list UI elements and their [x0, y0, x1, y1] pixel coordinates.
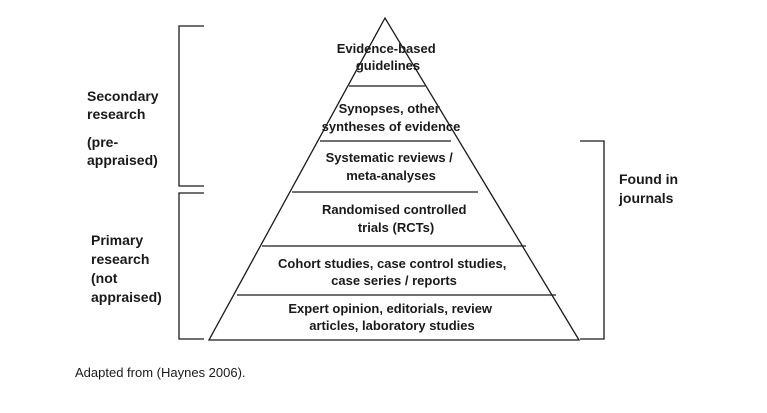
primary-line-4: appraised): [91, 289, 162, 305]
tier-4-label: Randomised controlled trials (RCTs): [322, 202, 470, 235]
source-caption: Adapted from (Haynes 2006).: [75, 365, 246, 380]
tier-2-label: Synopses, other syntheses of evidence: [322, 101, 461, 134]
tier-6-line-1: Expert opinion, editorials, review: [288, 301, 493, 316]
secondary-line-5: appraised): [87, 152, 158, 168]
secondary-research-label: Secondary research (pre- appraised): [87, 88, 162, 168]
secondary-research-bracket: [178, 25, 204, 187]
tier-1-line-1: Evidence-based: [337, 41, 436, 56]
primary-line-3: (not: [91, 270, 118, 286]
primary-research-label: Primary research (not appraised): [91, 232, 162, 305]
found-in-journals-bracket: [580, 140, 605, 340]
tier-1-line-2: guidelines: [356, 58, 420, 73]
tier-5-label: Cohort studies, case control studies, ca…: [278, 256, 510, 288]
tier-4-line-2: trials (RCTs): [358, 220, 434, 235]
pyramid-outline: [207, 16, 581, 341]
primary-research-bracket: [178, 192, 204, 340]
tier-2-line-2: syntheses of evidence: [322, 119, 461, 134]
secondary-line-4: (pre-: [87, 134, 118, 150]
tier-3-line-1: Systematic reviews /: [326, 150, 454, 165]
tier-1-label: Evidence-based guidelines: [337, 41, 440, 73]
tier-4-line-1: Randomised controlled: [322, 202, 467, 217]
found-line-1: Found in: [619, 171, 678, 187]
secondary-line-1: Secondary: [87, 88, 159, 104]
tier-5-line-2: case series / reports: [331, 273, 457, 288]
found-line-2: journals: [618, 190, 674, 206]
tier-labels: Evidence-based guidelines Synopses, othe…: [278, 41, 510, 333]
primary-line-1: Primary: [91, 232, 143, 248]
tier-5-line-1: Cohort studies, case control studies,: [278, 256, 506, 271]
tier-dividers: [237, 85, 556, 296]
secondary-line-2: research: [87, 106, 145, 122]
primary-line-2: research: [91, 251, 149, 267]
tier-6-line-2: articles, laboratory studies: [309, 318, 474, 333]
found-in-journals-label: Found in journals: [618, 171, 682, 206]
tier-3-label: Systematic reviews / meta-analyses: [326, 150, 457, 183]
tier-6-label: Expert opinion, editorials, review artic…: [288, 301, 495, 333]
tier-3-line-2: meta-analyses: [346, 168, 436, 183]
tier-2-line-1: Synopses, other: [339, 101, 440, 116]
